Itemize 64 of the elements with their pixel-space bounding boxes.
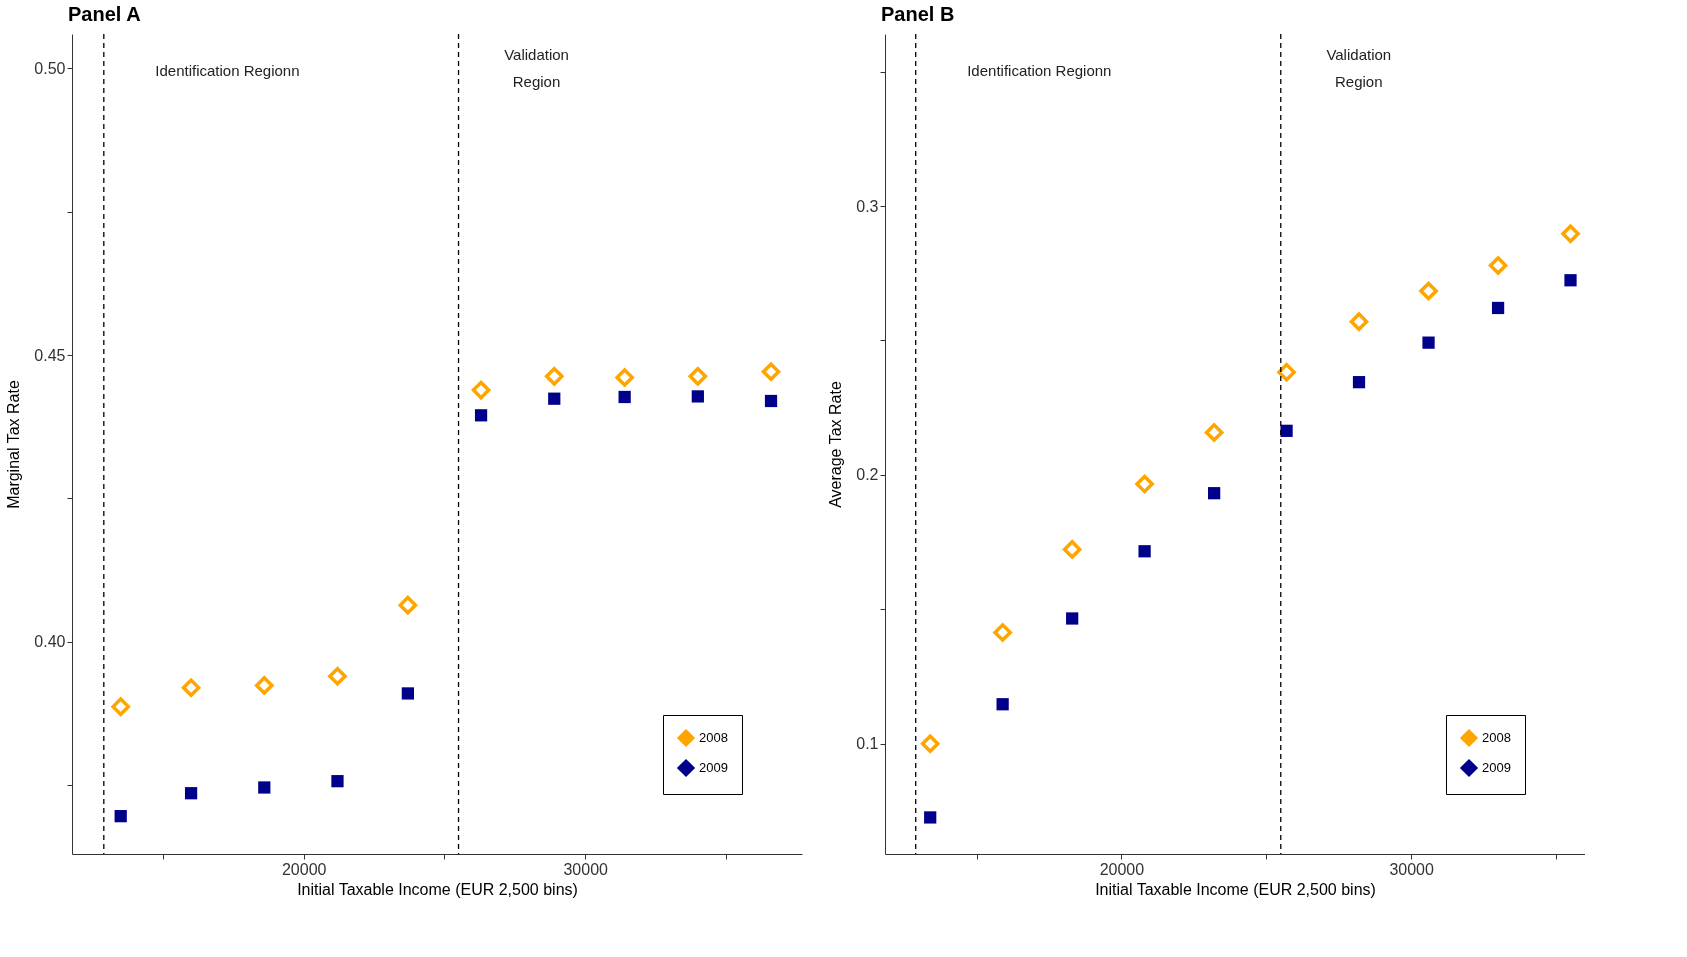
point [688, 367, 708, 386]
point [1208, 487, 1221, 500]
x-axis-title: Initial Taxable Income (EUR 2,500 bins) [297, 880, 578, 898]
point [111, 697, 131, 716]
chart-title: Panel B [881, 3, 955, 26]
point [328, 666, 347, 686]
y-axis-title: Marginal Tax Rate [5, 380, 23, 509]
point [548, 392, 561, 405]
x-tick-label: 30000 [1389, 860, 1434, 878]
point [1488, 256, 1508, 275]
point [1352, 376, 1366, 389]
point [1491, 301, 1505, 315]
point [1135, 474, 1154, 494]
legend-label: 2009 [699, 760, 728, 775]
point [764, 394, 778, 408]
point [1564, 274, 1577, 287]
point [258, 781, 271, 794]
point [1277, 362, 1296, 382]
point [618, 390, 631, 404]
y-tick-label: 0.50 [34, 59, 66, 77]
x-tick-label: 30000 [563, 860, 609, 878]
point [401, 687, 414, 700]
y-tick-label: 0.45 [34, 346, 66, 364]
point [691, 390, 704, 403]
point [471, 380, 491, 400]
point [181, 678, 201, 698]
point [1422, 336, 1435, 349]
point [1280, 424, 1293, 437]
x-tick-label: 20000 [1099, 860, 1145, 878]
x-tick-label: 20000 [281, 860, 327, 878]
legend-label: 2008 [699, 730, 728, 745]
point [1561, 224, 1580, 244]
point [615, 368, 634, 387]
point [996, 698, 1009, 711]
y-tick-label: 0.3 [856, 197, 879, 215]
point [474, 409, 488, 422]
y-tick-label: 0.2 [856, 466, 879, 484]
annotation: Validation Region [504, 46, 569, 90]
point [1204, 423, 1224, 442]
point [398, 595, 418, 615]
point [254, 676, 274, 695]
point [924, 811, 937, 824]
point [761, 362, 781, 382]
y-tick-label: 0.1 [856, 735, 879, 753]
point [544, 367, 564, 386]
point [1419, 281, 1438, 301]
point [993, 623, 1012, 642]
y-tick-label: 0.40 [34, 633, 66, 651]
point [1138, 545, 1151, 558]
annotation: Identification Regionn [155, 62, 300, 79]
annotation: Validation Region [1326, 46, 1392, 90]
x-axis-title: Initial Taxable Income (EUR 2,500 bins) [1095, 880, 1376, 898]
annotation: Identification Regionn [967, 62, 1112, 79]
point [114, 810, 127, 823]
point [331, 775, 344, 788]
y-axis-title: Average Tax Rate [827, 381, 845, 508]
point [184, 787, 198, 800]
legend-label: 2009 [1482, 760, 1511, 775]
point [1062, 540, 1082, 559]
point [1349, 312, 1369, 332]
chart-title: Panel A [68, 3, 141, 26]
point [1066, 612, 1079, 625]
legend-label: 2008 [1482, 730, 1511, 745]
point [920, 734, 940, 754]
